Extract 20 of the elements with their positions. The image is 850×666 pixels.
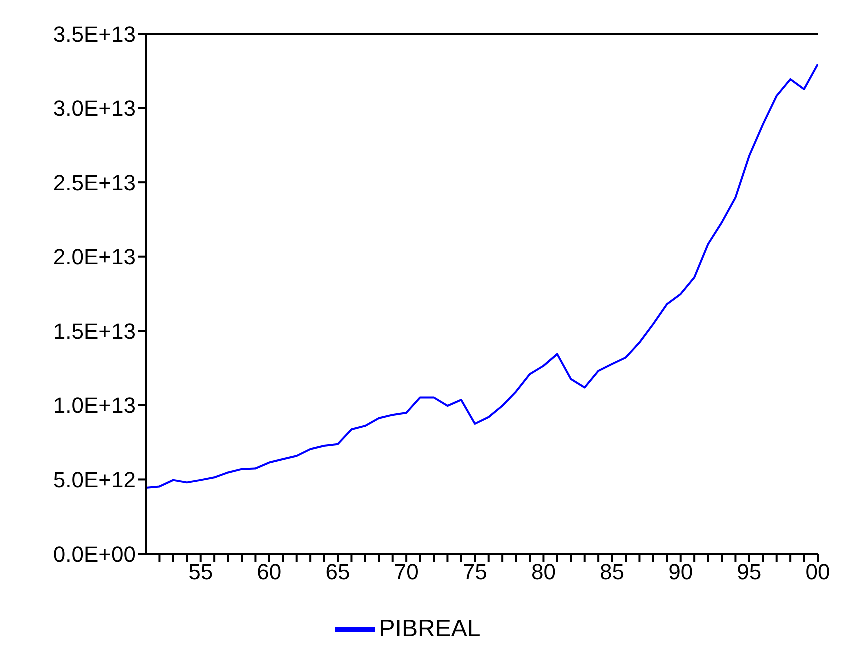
y-tick-label: 1.5E+13 (53, 318, 136, 344)
y-tick-label: 5.0E+12 (53, 468, 136, 493)
y-tick-label: 2.5E+13 (53, 170, 136, 196)
y-tick-label: 3.0E+13 (53, 96, 136, 122)
line-series (146, 63, 818, 490)
y-tick-label: 3.5E+13 (53, 22, 136, 47)
x-tick-label: 00 (806, 560, 830, 585)
y-tick-label: 2.0E+13 (53, 244, 136, 270)
x-tick-label: 80 (531, 560, 556, 585)
x-tick-label: 70 (394, 560, 419, 585)
y-tick-label: 1.0E+13 (53, 393, 136, 418)
x-tick-label: 95 (737, 560, 762, 585)
y-tick-label: 0.0E+00 (53, 542, 136, 567)
x-tick-label: 85 (600, 560, 625, 585)
x-tick-label: 90 (668, 560, 694, 585)
x-tick-label: 75 (462, 560, 488, 585)
x-tick-label: 60 (257, 560, 282, 585)
x-tick-label: 65 (326, 560, 350, 585)
x-tick-label: 55 (188, 560, 214, 585)
legend-label: PIBREAL (379, 615, 481, 642)
